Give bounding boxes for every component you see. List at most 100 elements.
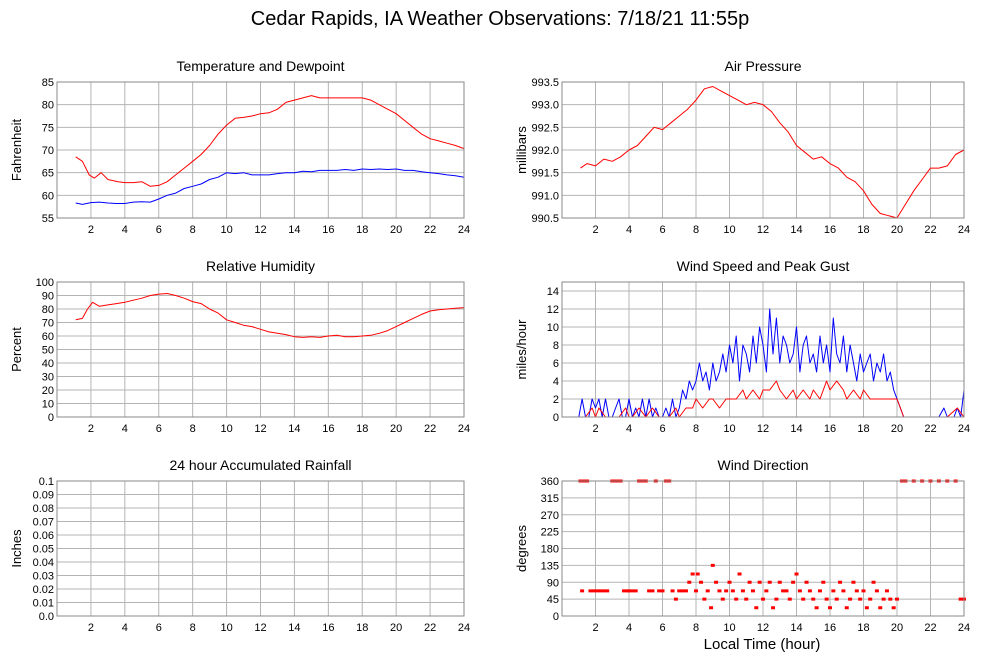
y-tick-label: 70 [42, 318, 54, 330]
data-point [660, 589, 665, 593]
x-tick-label: 14 [790, 622, 802, 634]
x-tick-label: 20 [891, 622, 903, 634]
y-tick-label: 0.08 [33, 503, 54, 515]
data-point [781, 589, 786, 593]
data-point [888, 597, 893, 601]
chart-title: Temperature and Dewpoint [176, 58, 344, 74]
data-point [699, 580, 704, 584]
data-point [730, 589, 735, 593]
data-point [771, 606, 776, 610]
data-point [844, 606, 849, 610]
series-line-red [75, 95, 465, 187]
data-point [777, 580, 782, 584]
x-tick-label: 24 [958, 423, 970, 435]
x-tick-label: 4 [626, 224, 632, 236]
data-point [848, 597, 853, 601]
x-tick-label: 24 [958, 224, 970, 236]
x-tick-label: 16 [322, 423, 334, 435]
data-point [871, 580, 876, 584]
y-tick-label: 0.06 [33, 530, 54, 542]
chart-title: Wind Direction [717, 457, 808, 473]
page-title: Cedar Rapids, IA Weather Observations: 7… [250, 8, 750, 30]
chart-title: Wind Speed and Peak Gust [677, 258, 850, 274]
chart-direction: 2 4 6 8 10 12 14 16 18 20 22 2404590135180225270315… [514, 457, 970, 634]
y-axis-label: Fahrenheit [9, 119, 24, 182]
series-line-red [578, 380, 965, 418]
data-point [791, 580, 796, 584]
x-tick-label: 16 [824, 622, 836, 634]
y-tick-label: 0.09 [33, 490, 54, 502]
data-point [690, 572, 695, 576]
y-tick-label: 10 [42, 399, 54, 411]
x-tick-label: 18 [356, 423, 368, 435]
data-point [630, 589, 635, 593]
x-tick-label: 22 [924, 224, 936, 236]
y-tick-label: 992.5 [531, 122, 559, 134]
x-tick-label: 10 [723, 622, 735, 634]
chart-rain: 2 4 6 8 10 12 14 16 18 20 22 240.00.010.020.030.040… [9, 457, 470, 634]
y-tick-label: 80 [42, 100, 54, 112]
data-point [727, 580, 732, 584]
data-point [595, 589, 600, 593]
y-tick-label: 0.02 [33, 584, 54, 596]
chart-pressure: 2 4 6 8 10 12 14 16 18 20 22 24990.5991.0991.5992.0… [514, 58, 970, 236]
data-point [784, 589, 789, 593]
y-tick-label: 6 [553, 358, 559, 370]
y-tick-label: 60 [42, 331, 54, 343]
series-line-blue [75, 168, 465, 205]
chart-temp: 2 4 6 8 10 12 14 16 18 20 22 2455606570758085Temper… [9, 58, 470, 236]
data-point [687, 580, 692, 584]
data-point [694, 589, 698, 593]
x-tick-label: 8 [190, 423, 196, 435]
x-tick-label: 24 [458, 224, 470, 236]
data-point [740, 589, 745, 593]
x-tick-label: 18 [356, 622, 368, 634]
data-point [757, 580, 762, 584]
x-tick-label: 24 [958, 622, 970, 634]
data-point [841, 589, 846, 593]
y-tick-label: 0 [48, 412, 54, 424]
y-tick-label: 50 [42, 345, 54, 357]
data-point [720, 597, 725, 601]
x-tick-label: 8 [693, 622, 699, 634]
x-tick-label: 8 [190, 224, 196, 236]
y-tick-label: 225 [541, 527, 559, 539]
data-point [794, 572, 799, 576]
y-tick-label: 65 [42, 168, 54, 180]
plot-frame [56, 81, 465, 219]
data-point [677, 589, 682, 593]
data-point [821, 580, 826, 584]
x-tick-label: 2 [592, 224, 598, 236]
chart-title: Relative Humidity [206, 258, 315, 274]
data-point [828, 606, 832, 610]
data-point [801, 597, 806, 601]
x-tick-label: 12 [757, 224, 769, 236]
x-tick-label: 12 [254, 423, 266, 435]
y-tick-label: 30 [42, 372, 54, 384]
data-point [747, 580, 752, 584]
x-tick-label: 20 [390, 423, 402, 435]
data-point [764, 589, 769, 593]
y-tick-label: 10 [547, 322, 559, 334]
data-point [811, 597, 816, 601]
x-tick-label: 2 [592, 423, 598, 435]
data-point [874, 589, 879, 593]
x-tick-label: 6 [659, 423, 665, 435]
x-tick-label: 16 [322, 224, 334, 236]
x-tick-label: 14 [790, 423, 802, 435]
data-point [851, 580, 856, 584]
x-tick-label: 18 [857, 423, 869, 435]
x-tick-label: 22 [924, 622, 936, 634]
x-tick-label: 6 [659, 224, 665, 236]
y-tick-label: 0.01 [33, 598, 54, 610]
y-tick-label: 90 [547, 577, 559, 589]
x-tick-label: 24 [458, 423, 470, 435]
data-point [787, 597, 792, 601]
x-tick-label: 4 [626, 622, 632, 634]
plot-frame [561, 480, 965, 617]
y-tick-label: 40 [42, 358, 54, 370]
x-tick-label: 20 [390, 622, 402, 634]
data-point [695, 572, 700, 576]
data-point [734, 597, 739, 601]
